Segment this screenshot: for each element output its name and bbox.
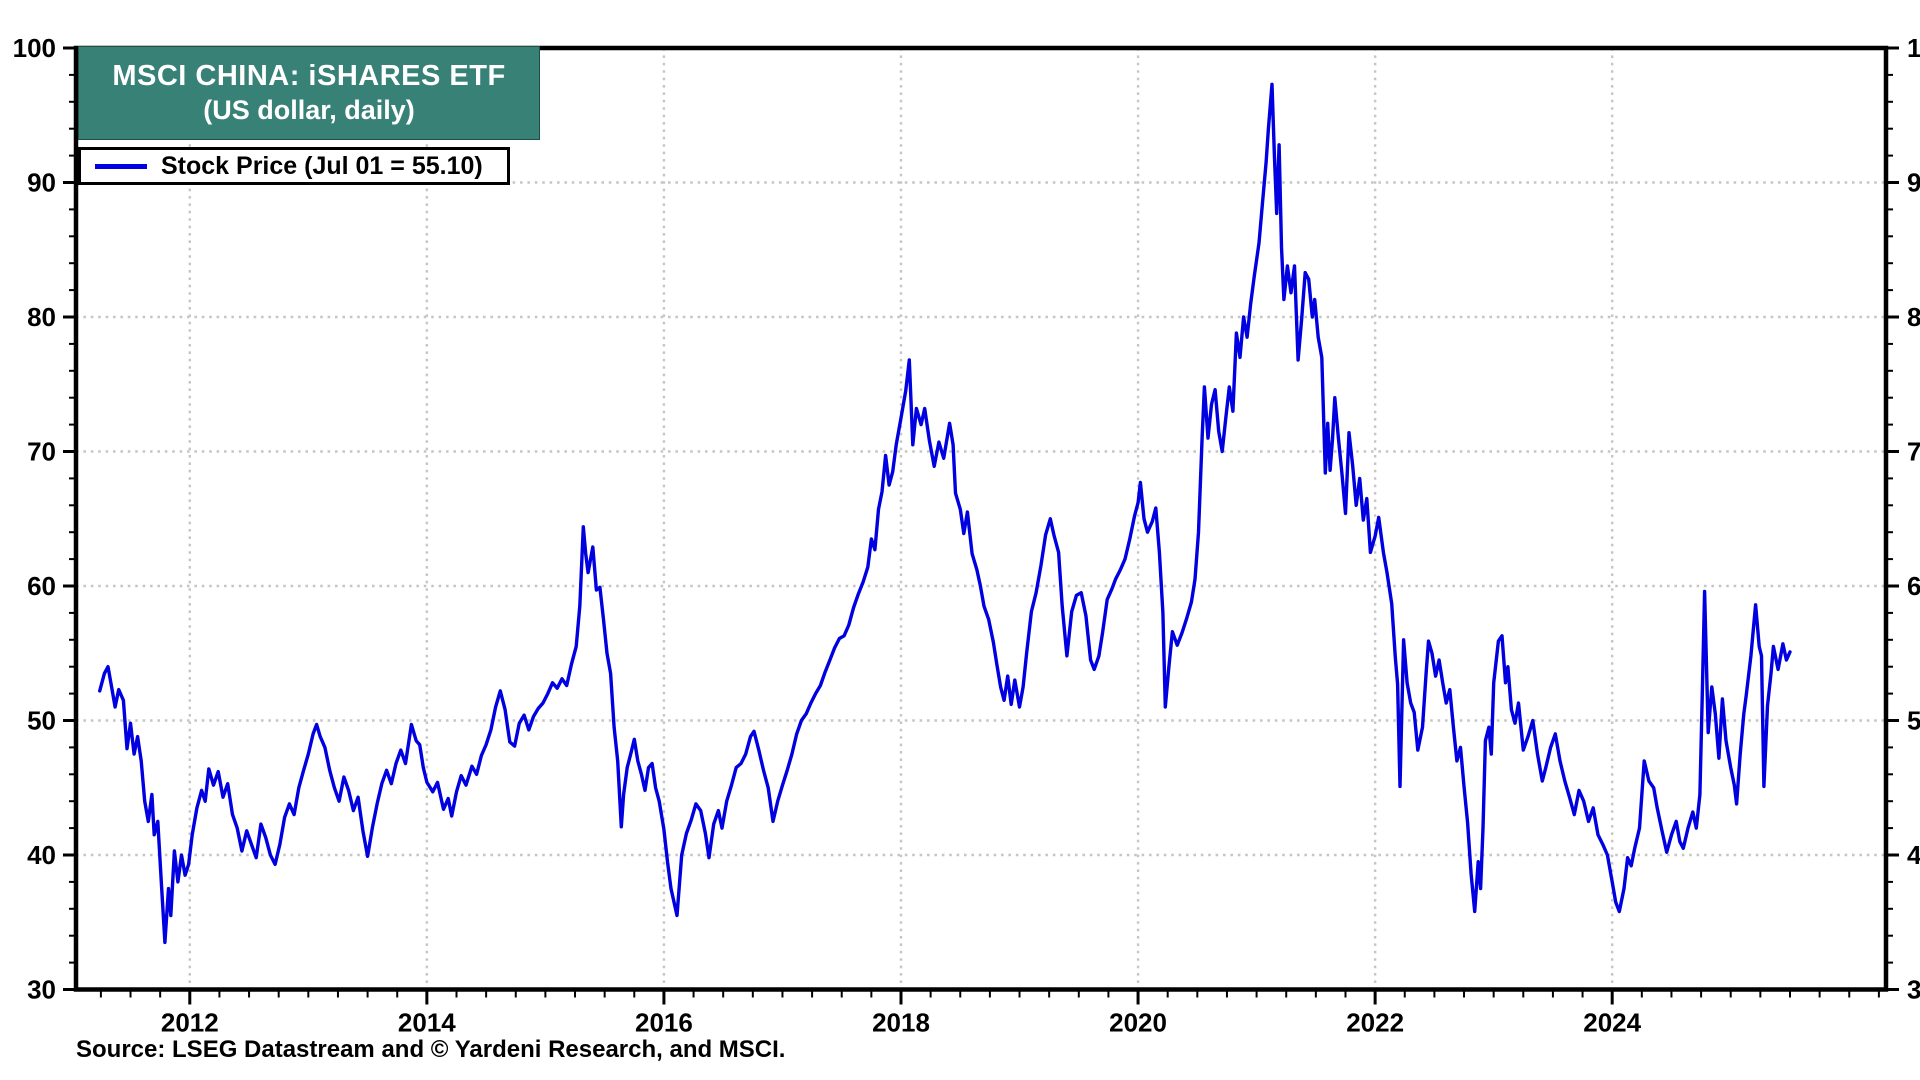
svg-text:50: 50 bbox=[27, 706, 56, 736]
svg-text:70: 70 bbox=[1907, 437, 1920, 467]
svg-text:90: 90 bbox=[27, 168, 56, 198]
legend-box: Stock Price (Jul 01 = 55.10) bbox=[78, 147, 510, 185]
svg-text:50: 50 bbox=[1907, 706, 1920, 736]
svg-text:40: 40 bbox=[27, 840, 56, 870]
svg-text:100: 100 bbox=[1907, 33, 1920, 63]
svg-text:2018: 2018 bbox=[872, 1008, 930, 1038]
y-axis-labels-right: 30 40 50 60 70 80 90 100 bbox=[1907, 33, 1920, 1005]
svg-text:2022: 2022 bbox=[1346, 1008, 1404, 1038]
axis-ticks bbox=[63, 46, 1899, 1005]
svg-text:2014: 2014 bbox=[398, 1008, 456, 1038]
svg-text:70: 70 bbox=[27, 437, 56, 467]
svg-text:100: 100 bbox=[13, 33, 56, 63]
legend-label: Stock Price (Jul 01 = 55.10) bbox=[161, 151, 483, 180]
svg-text:2024: 2024 bbox=[1583, 1008, 1641, 1038]
svg-text:2016: 2016 bbox=[635, 1008, 693, 1038]
source-note: Source: LSEG Datastream and © Yardeni Re… bbox=[76, 1036, 786, 1063]
svg-text:2012: 2012 bbox=[161, 1008, 219, 1038]
x-axis-labels: 2012 2014 2016 2018 2020 2022 2024 bbox=[161, 1008, 1642, 1038]
svg-text:2020: 2020 bbox=[1109, 1008, 1167, 1038]
svg-text:30: 30 bbox=[1907, 975, 1920, 1005]
svg-text:90: 90 bbox=[1907, 168, 1920, 198]
chart-subtitle: (US dollar, daily) bbox=[203, 95, 415, 126]
svg-text:60: 60 bbox=[1907, 571, 1920, 601]
gridlines bbox=[76, 48, 1886, 990]
svg-text:40: 40 bbox=[1907, 840, 1920, 870]
stock-price-line-sample bbox=[95, 163, 147, 169]
chart-title-box: MSCI CHINA: iSHARES ETF (US dollar, dail… bbox=[78, 46, 540, 140]
stock-price-line bbox=[97, 82, 1792, 945]
svg-text:30: 30 bbox=[27, 975, 56, 1005]
svg-text:80: 80 bbox=[1907, 302, 1920, 332]
svg-text:60: 60 bbox=[27, 571, 56, 601]
chart-title: MSCI CHINA: iSHARES ETF bbox=[112, 60, 506, 92]
plot-frame bbox=[73, 45, 1889, 992]
y-axis-labels-left: 30 40 50 60 70 80 90 100 bbox=[13, 33, 56, 1005]
svg-text:80: 80 bbox=[27, 302, 56, 332]
